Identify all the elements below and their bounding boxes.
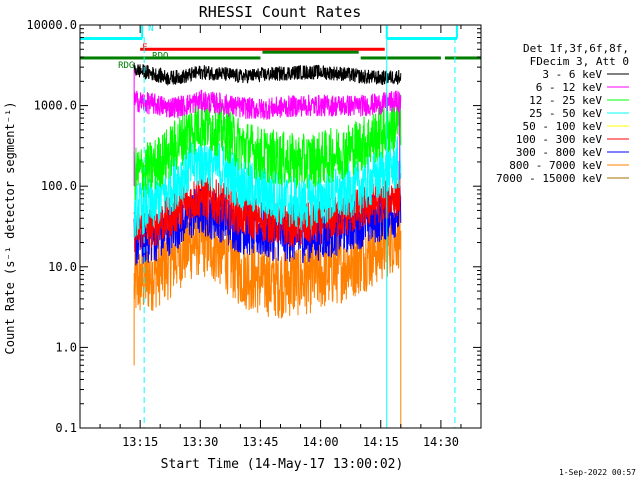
legend-label: 6 - 12 keV <box>536 81 603 94</box>
y-tick-label: 100.0 <box>41 179 77 193</box>
series-line <box>133 94 402 201</box>
series-layer <box>133 62 402 428</box>
legend-header: Det 1f,3f,6f,8f, <box>523 42 629 55</box>
legend-label: 300 - 800 keV <box>516 146 602 159</box>
footer-timestamp: 1-Sep-2022 00:57 <box>559 468 636 477</box>
flag-bar-f <box>140 47 385 51</box>
flag-label-rdo: RDO <box>152 51 168 61</box>
x-tick-label: 13:15 <box>122 435 158 449</box>
x-axis-label: Start Time (14-May-17 13:00:02) <box>161 457 404 472</box>
y-tick-label: 1000.0 <box>34 99 77 113</box>
series-line <box>133 89 402 120</box>
x-tick-label: 13:30 <box>182 435 218 449</box>
flag-bar-rdg <box>144 56 261 60</box>
series-line <box>133 135 402 239</box>
legend-label: 12 - 25 keV <box>529 94 602 107</box>
x-tick-label: 14:30 <box>423 435 459 449</box>
flag-label-f: F <box>142 43 147 53</box>
flag-bar-rdg <box>360 56 441 60</box>
flag-bar-rdg <box>444 56 481 60</box>
flag-bar-n <box>80 36 143 40</box>
legend-label: 7000 - 15000 keV <box>496 172 602 185</box>
legend-label: 50 - 100 keV <box>523 120 603 133</box>
flag-bar-rdo <box>262 50 359 54</box>
x-tick-label: 14:00 <box>303 435 339 449</box>
axes: 0.1 1.0 10.0 100.0 1000.0 10000.0 13:15 13:30 13… <box>26 18 482 449</box>
y-tick-label: 0.1 <box>55 421 77 435</box>
flag-bars: NF RDO RDG <box>80 24 481 71</box>
legend-header: FDecim 3, Att 0 <box>530 55 629 68</box>
x-tick-label: 13:45 <box>242 435 278 449</box>
legend-label: 100 - 300 keV <box>516 133 602 146</box>
y-tick-label: 1.0 <box>55 340 77 354</box>
legend-label: 3 - 6 keV <box>542 68 602 81</box>
flag-bar-n <box>386 36 457 40</box>
y-axis-label: Count Rate (s⁻¹ detector segment⁻¹) <box>3 102 17 355</box>
y-tick-label: 10000.0 <box>26 18 77 32</box>
legend-label: 800 - 7000 keV <box>509 159 602 172</box>
y-tick-label: 10.0 <box>48 260 77 274</box>
x-tick-label: 14:15 <box>363 435 399 449</box>
chart-title: RHESSI Count Rates <box>199 3 362 21</box>
legend-label: 25 - 50 keV <box>529 107 602 120</box>
flag-label-n: N <box>148 24 153 34</box>
legend: Det 1f,3f,6f,8f,FDecim 3, Att 03 - 6 keV… <box>496 42 629 185</box>
flag-label-rdg: RDG <box>118 61 134 71</box>
series-line <box>133 62 402 87</box>
flag-bar-rdg <box>80 56 145 60</box>
